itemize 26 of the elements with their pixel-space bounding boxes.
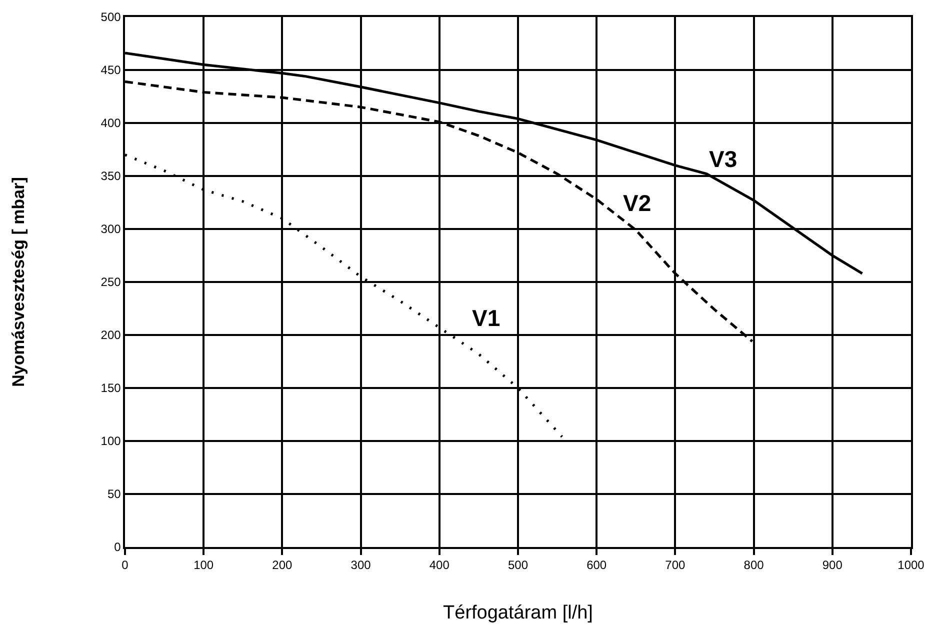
x-tick-label: 500 (508, 558, 528, 572)
y-tick-label: 400 (100, 116, 122, 130)
x-tick-label: 600 (586, 558, 607, 572)
x-tick-label: 400 (429, 558, 450, 572)
x-tick-label: 1000 (898, 558, 925, 572)
x-tick-label: 900 (822, 558, 843, 572)
y-tick-label: 150 (100, 381, 122, 396)
y-tick-label: 300 (100, 222, 122, 236)
y-tick-label: 450 (100, 63, 122, 78)
y-tick-label: 500 (100, 10, 122, 24)
series-label: V2 (623, 190, 652, 216)
x-tick-label: 300 (350, 558, 372, 572)
y-tick-label: 200 (100, 328, 122, 342)
y-tick-label: 50 (107, 487, 122, 502)
y-tick-label: 0 (114, 540, 122, 554)
x-tick-label: 700 (665, 558, 686, 572)
y-axis-title: Nyomásveszteség [ mbar] (8, 177, 28, 387)
x-tick-label: 100 (194, 558, 214, 572)
y-tick-label: 250 (100, 275, 122, 290)
series-label: V3 (709, 146, 738, 172)
y-tick-label: 350 (100, 169, 122, 184)
x-tick-label: 800 (744, 558, 764, 572)
x-tick-label: 200 (272, 558, 293, 572)
x-axis-title: Térfogatáram [l/h] (443, 602, 593, 624)
y-tick-label: 100 (100, 434, 122, 448)
series-label: V1 (472, 305, 500, 331)
